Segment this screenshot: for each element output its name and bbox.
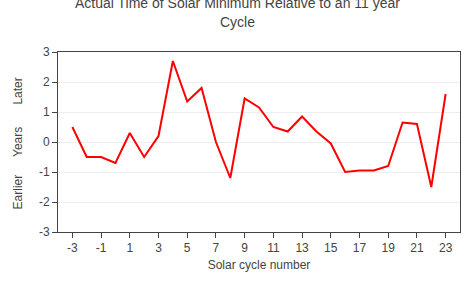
svg-text:Earlier: Earlier: [11, 175, 25, 210]
svg-text:19: 19: [382, 241, 396, 255]
svg-text:15: 15: [324, 241, 338, 255]
svg-text:-1: -1: [96, 241, 107, 255]
svg-text:Actual Time of Solar Minimum R: Actual Time of Solar Minimum Relative to…: [75, 0, 400, 30]
svg-text:3: 3: [43, 45, 50, 59]
svg-text:23: 23: [439, 241, 453, 255]
svg-text:3: 3: [155, 241, 162, 255]
svg-text:13: 13: [295, 241, 309, 255]
svg-text:Later: Later: [11, 77, 25, 104]
svg-text:Solar cycle number: Solar cycle number: [208, 258, 311, 272]
svg-text:-2: -2: [39, 195, 50, 209]
svg-text:-3: -3: [67, 241, 78, 255]
svg-text:11: 11: [267, 241, 280, 255]
svg-text:7: 7: [213, 241, 220, 255]
svg-text:5: 5: [184, 241, 191, 255]
svg-text:2: 2: [43, 75, 50, 89]
svg-text:-3: -3: [39, 225, 50, 239]
svg-text:Years: Years: [11, 127, 25, 157]
svg-text:9: 9: [241, 241, 248, 255]
svg-text:0: 0: [43, 135, 50, 149]
svg-text:21: 21: [410, 241, 424, 255]
svg-text:-1: -1: [39, 165, 50, 179]
svg-text:17: 17: [353, 241, 367, 255]
svg-text:1: 1: [126, 241, 133, 255]
svg-text:1: 1: [43, 105, 50, 119]
